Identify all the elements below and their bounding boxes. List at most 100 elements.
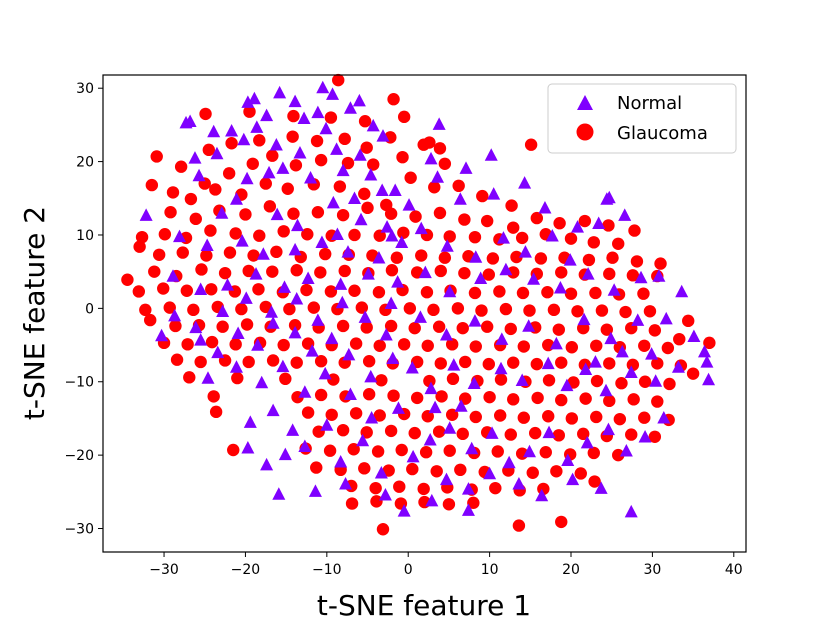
glaucoma-point [603,267,616,281]
normal-point [341,245,355,258]
glaucoma-point [290,356,303,369]
glaucoma-point [587,236,600,249]
glaucoma-point [571,305,584,318]
glaucoma-point [638,339,651,352]
normal-point [566,472,580,486]
glaucoma-point [164,206,177,219]
normal-point [380,220,394,233]
glaucoma-point [638,375,652,388]
normal-point [599,383,613,397]
glaucoma-point [397,338,411,351]
normal-point [615,344,629,358]
normal-point [465,441,479,455]
glaucoma-point [499,302,513,316]
glaucoma-point [428,181,441,194]
glaucoma-point [390,251,404,264]
glaucoma-point [524,138,538,151]
normal-point [364,369,378,383]
glaucoma-point [628,224,641,237]
normal-point [290,292,304,305]
normal-point [700,355,714,368]
y-tick-label: −30 [64,522,94,538]
legend-label-glaucoma: Glaucoma [617,123,708,144]
normal-point [315,235,329,249]
glaucoma-point [555,393,568,407]
y-axis-title: t-SNE feature 2 [18,206,51,420]
glaucoma-point [458,266,471,280]
normal-point [469,250,483,263]
glaucoma-point [279,372,292,386]
glaucoma-point [332,73,345,87]
normal-point [538,201,552,214]
glaucoma-point [222,167,236,180]
normal-point [447,358,461,371]
glaucoma-point [194,355,207,369]
normal-point [272,487,286,500]
glaucoma-point [375,374,388,387]
glaucoma-point [423,374,436,388]
normal-point [166,269,180,282]
legend-marker-glaucoma [576,123,594,141]
glaucoma-point [406,462,419,476]
normal-point [424,151,438,165]
glaucoma-point [387,93,400,106]
normal-point [266,316,280,329]
normal-point [356,433,370,447]
normal-point [210,146,224,160]
plot-frame [102,74,747,553]
normal-point [229,360,243,373]
glaucoma-point [195,263,208,276]
glaucoma-point [336,319,350,333]
x-axis-title: t-SNE feature 1 [317,589,531,621]
glaucoma-point [555,356,568,369]
glaucoma-point [246,157,259,170]
glaucoma-point [135,230,149,244]
glaucoma-point [512,519,526,532]
glaucoma-point [625,428,638,441]
glaucoma-point [480,214,494,228]
x-tick-label: 0 [404,562,413,578]
glaucoma-point [421,339,434,352]
glaucoma-point [324,111,338,124]
normal-point [391,275,405,288]
normal-point [413,310,427,323]
glaucoma-point [589,286,602,300]
normal-point [231,326,245,340]
glaucoma-point [148,265,161,278]
glaucoma-point [612,448,625,462]
x-tick-label: 40 [725,562,743,578]
normal-point [229,192,243,205]
glaucoma-point [387,389,400,402]
normal-point [305,344,319,357]
glaucoma-point [435,390,448,403]
glaucoma-point [420,286,434,299]
glaucoma-point [336,423,350,437]
normal-point [418,265,432,279]
normal-point [361,267,375,280]
axis-ticks: −30 −20 −10 0 10 20 30 40 −30 −20 −10 0 10 20 30 [64,81,742,578]
normal-point [249,267,263,280]
normal-point [461,503,475,516]
normal-point [602,190,616,204]
glaucoma-point [369,481,382,495]
glaucoma-point [542,410,555,423]
normal-point [638,430,652,443]
glaucoma-point [491,445,504,458]
normal-point [241,441,255,454]
glaucoma-point [314,388,328,402]
glaucoma-point [577,427,590,441]
glaucoma-point [507,356,520,369]
glaucoma-point [288,319,302,332]
glaucoma-point [516,286,530,300]
glaucoma-point [338,264,351,278]
y-tick-label: 10 [76,228,94,244]
normal-point [580,435,594,449]
glaucoma-point [434,357,447,370]
normal-point [671,360,685,373]
normal-point [173,229,187,243]
glaucoma-point [612,237,625,250]
glaucoma-point [404,171,417,184]
glaucoma-point [590,374,604,388]
legend-box [547,83,737,154]
glaucoma-point [603,394,616,408]
